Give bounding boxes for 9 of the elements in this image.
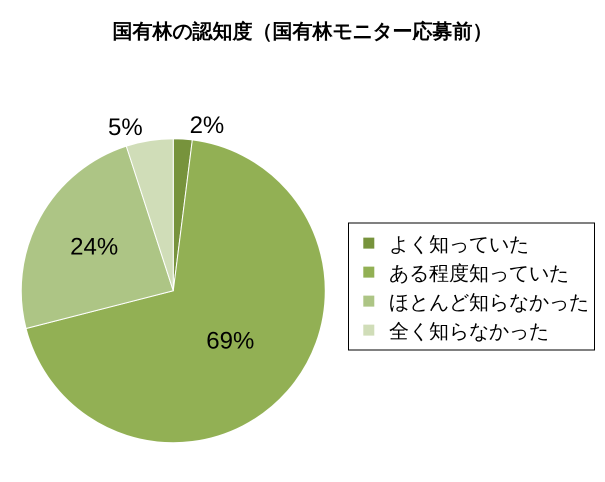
- data-label: 5%: [108, 114, 143, 141]
- legend-label: ある程度知っていた: [388, 262, 569, 285]
- legend-label: よく知っていた: [388, 234, 529, 256]
- legend-label: 全く知らなかった: [388, 320, 549, 343]
- chart-title: 国有林の認知度（国有林モニター応募前）: [112, 20, 492, 44]
- data-label: 24%: [70, 234, 118, 261]
- data-label: 2%: [190, 112, 224, 140]
- data-label: 69%: [206, 327, 254, 354]
- legend-label: ほとんど知らなかった: [388, 292, 589, 314]
